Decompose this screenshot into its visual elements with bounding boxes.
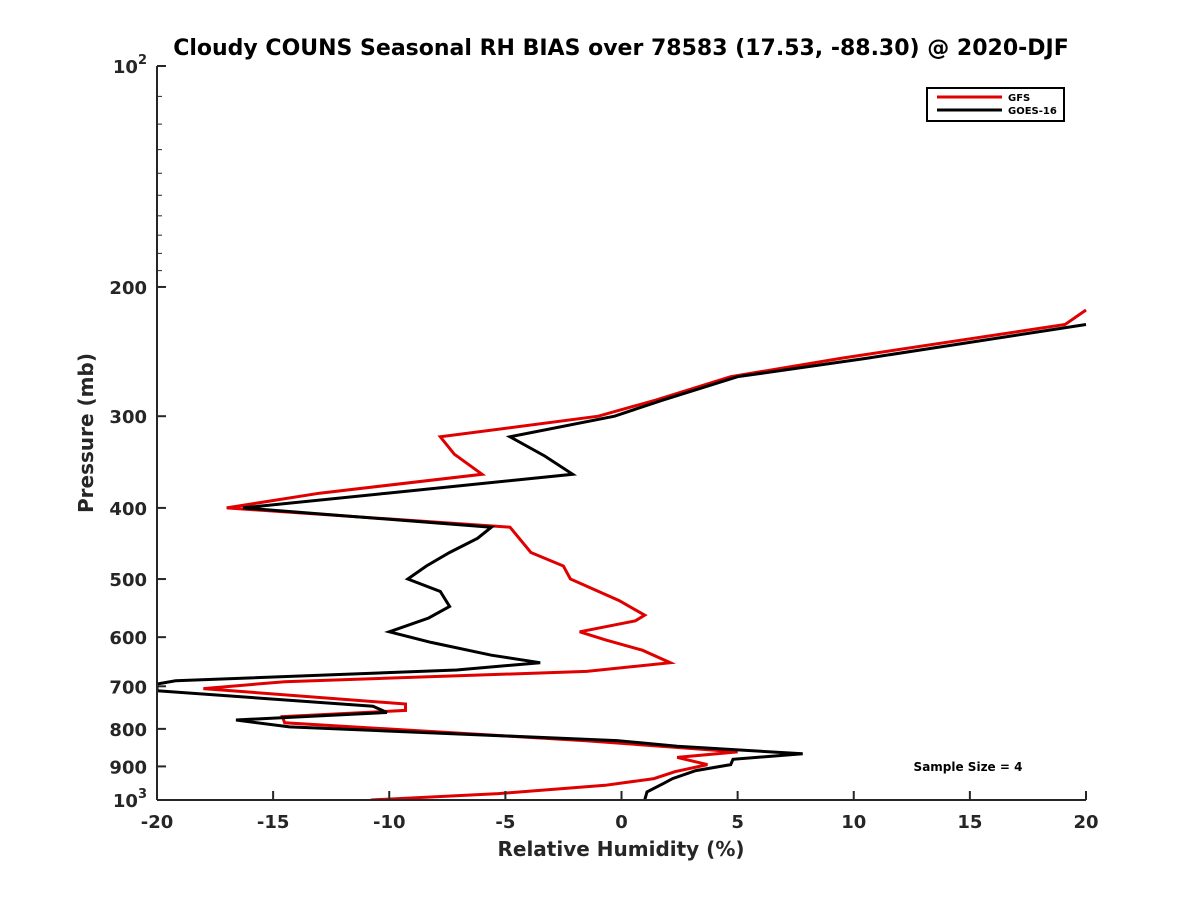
legend-box (926, 87, 1065, 122)
y-axis-label: Pressure (mb) (74, 353, 98, 513)
sample-size-annotation: Sample Size = 4 (914, 760, 1023, 774)
x-tick-label: -10 (373, 812, 406, 833)
y-tick-label: 500 (109, 570, 147, 591)
y-tick-label: 103 (113, 787, 147, 812)
y-tick-label: 700 (109, 677, 147, 698)
y-tick-label: 200 (109, 278, 147, 299)
chart-title: Cloudy COUNS Seasonal RH BIAS over 78583… (173, 36, 1069, 61)
x-tick-label: 10 (841, 812, 866, 833)
series-line-goes16 (157, 323, 1087, 800)
series-layer (157, 308, 1087, 800)
x-tick-label: -5 (495, 812, 515, 833)
y-ticks: 102 200 300 400 500 600 700 800 900 103 (109, 53, 166, 812)
y-tick-label: 300 (109, 407, 147, 428)
x-tick-label: -15 (257, 812, 290, 833)
x-axis-label: Relative Humidity (%) (497, 837, 744, 861)
axes (156, 66, 1086, 801)
x-tick-label: 0 (615, 812, 628, 833)
y-tick-label: 800 (109, 720, 147, 741)
x-tick-label: 15 (957, 812, 982, 833)
series-line-gfs (203, 308, 1087, 800)
x-tick-label: 20 (1073, 812, 1098, 833)
y-tick-label: 400 (109, 499, 147, 520)
x-ticks: -20 -15 -10 -5 0 5 10 15 20 (141, 791, 1099, 833)
legend-label-goes16: GOES-16 (1008, 106, 1057, 117)
y-tick-label: 900 (109, 757, 147, 778)
y-tick-label: 102 (113, 53, 147, 78)
x-tick-label: -20 (141, 812, 174, 833)
legend: GFS GOES-16 (926, 87, 1065, 122)
legend-label-gfs: GFS (1008, 93, 1030, 104)
y-tick-label: 600 (109, 628, 147, 649)
x-tick-label: 5 (731, 812, 744, 833)
